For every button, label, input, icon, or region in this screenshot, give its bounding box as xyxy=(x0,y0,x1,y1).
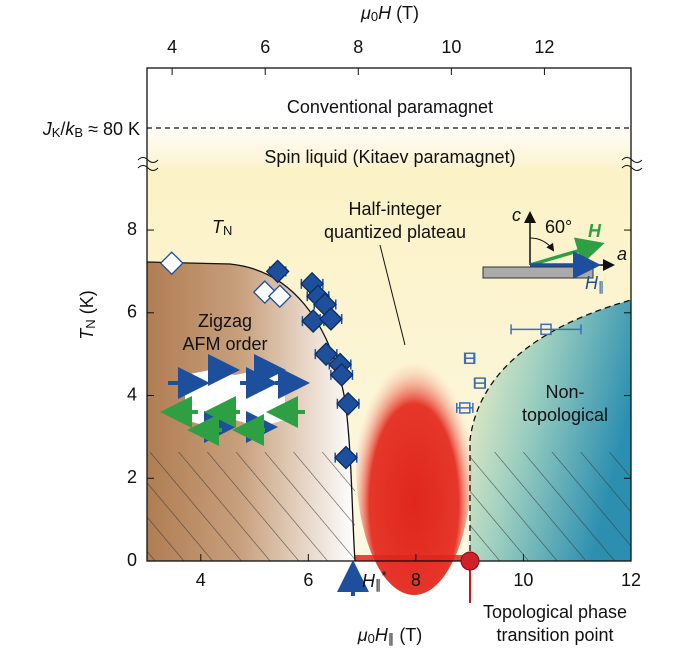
label-part: H xyxy=(362,571,376,591)
data-point xyxy=(329,362,354,387)
error-bar xyxy=(510,324,582,335)
annotation: a xyxy=(617,244,627,264)
label-part: μ xyxy=(360,3,371,23)
annotation: TN xyxy=(212,217,232,239)
annotation: Spin liquid (Kitaev paramagnet) xyxy=(264,147,515,167)
annotation-leader xyxy=(379,244,406,346)
x2-tick-label: 8 xyxy=(353,37,363,57)
x2-tick-label: 12 xyxy=(534,37,554,57)
label-part: ∥ xyxy=(375,577,382,592)
annotation: topological xyxy=(522,405,608,425)
x-tick-label: 12 xyxy=(621,570,641,590)
label-part: K xyxy=(52,125,61,140)
label-part: (T) xyxy=(391,3,419,23)
annotation: transition point xyxy=(496,625,613,645)
label-part: * xyxy=(382,568,387,583)
background-regions xyxy=(137,67,643,595)
annotation: Non- xyxy=(545,382,584,402)
label-part: N xyxy=(83,319,98,328)
field-geometry-inset xyxy=(482,211,615,279)
x-tick-label: 4 xyxy=(196,570,206,590)
label-part: ≈ 80 K xyxy=(83,119,140,139)
annotation: H∥ xyxy=(585,273,605,295)
label-part: N xyxy=(223,223,232,238)
data-point xyxy=(463,352,476,365)
annotation: Zigzag xyxy=(198,311,252,331)
data-point xyxy=(159,251,184,276)
label-part: H xyxy=(585,273,599,293)
label-part: ∥ xyxy=(388,631,395,646)
annotation: AFM order xyxy=(182,334,267,354)
x2-tick-label: 4 xyxy=(167,37,177,57)
x2-tick-label: 10 xyxy=(441,37,461,57)
label-part: / xyxy=(60,119,65,139)
label-part: 0 xyxy=(368,631,375,646)
zigzag-icon xyxy=(160,354,310,446)
annotation: Conventional paramagnet xyxy=(287,97,493,117)
label-part: k xyxy=(65,119,75,139)
label-part: ∥ xyxy=(598,279,605,294)
data-point xyxy=(265,259,290,284)
bottom-markers xyxy=(337,551,480,603)
data-point xyxy=(334,445,358,470)
x-axis-label: μ0H∥ (T) xyxy=(357,625,423,647)
data-point xyxy=(314,342,338,367)
x2-axis-label: μ0H (T) xyxy=(360,3,419,25)
label-part: 0 xyxy=(371,9,378,24)
label-part: J xyxy=(42,119,53,139)
annotation: H xyxy=(588,221,602,241)
data-point xyxy=(474,377,486,389)
x-tick-label: 6 xyxy=(303,570,313,590)
label-part: (T) xyxy=(394,625,422,645)
label-part: μ xyxy=(357,625,368,645)
data-point xyxy=(319,307,343,331)
data-point xyxy=(459,402,471,414)
data-point xyxy=(267,284,292,309)
annotation: Half-integer xyxy=(348,199,441,219)
x-tick-label: 10 xyxy=(513,570,533,590)
label-part: B xyxy=(74,125,83,140)
label-part: T xyxy=(212,217,225,237)
data-point xyxy=(336,391,361,416)
label-part: T xyxy=(77,327,97,340)
y-tick-label: 8 xyxy=(127,219,137,239)
y-tick-label: 6 xyxy=(127,302,137,322)
annotation: 60° xyxy=(545,217,572,237)
label-part: H xyxy=(378,3,392,23)
y-tick-label: 4 xyxy=(127,384,137,404)
y-tick-label: 2 xyxy=(127,467,137,487)
data-point xyxy=(540,323,552,336)
x-tick-label: 8 xyxy=(411,570,421,590)
annotation: Topological phase xyxy=(483,602,627,622)
annotation: H∥* xyxy=(362,568,387,593)
annotation: c xyxy=(512,205,521,225)
y-axis-label: TN (K) xyxy=(77,290,99,339)
y-tick-label: 0 xyxy=(127,550,137,570)
label-part: H xyxy=(375,625,389,645)
label-part: (K) xyxy=(77,290,97,319)
annotation: JK/kB ≈ 80 K xyxy=(42,119,140,141)
annotation: quantized plateau xyxy=(324,222,466,242)
x2-tick-label: 6 xyxy=(260,37,270,57)
